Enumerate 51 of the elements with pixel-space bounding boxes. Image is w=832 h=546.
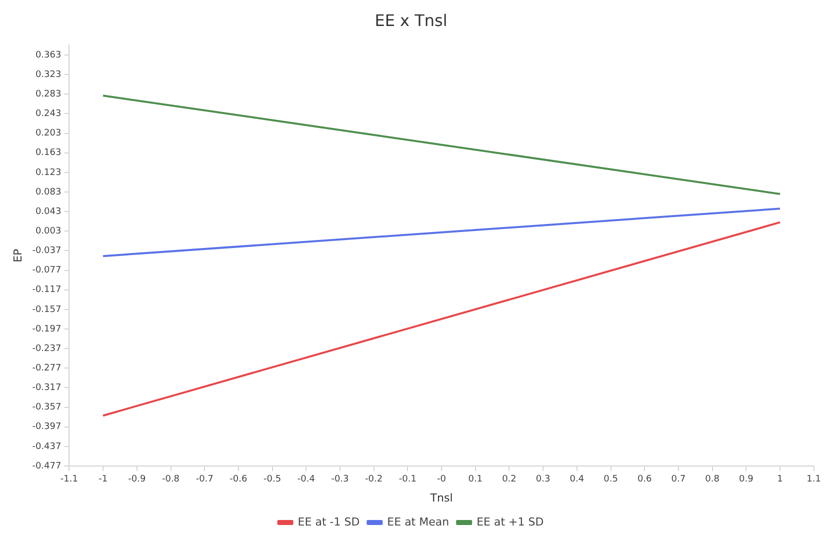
x-tick-label: 1.1 <box>806 474 822 485</box>
x-tick-label: -0 <box>437 474 446 485</box>
y-tick-label: -0.277 <box>32 363 62 374</box>
legend-label: EE at Mean <box>387 515 450 528</box>
x-tick-label: -0.8 <box>162 474 180 485</box>
y-tick-label: -0.197 <box>32 324 62 334</box>
x-tick-label: 0.8 <box>705 474 720 485</box>
x-tick-label: 0.4 <box>570 474 584 485</box>
legend-label: EE at -1 SD <box>298 515 360 528</box>
x-tick-label: 0.5 <box>604 474 618 485</box>
x-tick-label: -1.1 <box>60 474 78 485</box>
x-tick-label: -0.6 <box>230 474 248 485</box>
x-tick-label: 0.2 <box>502 474 516 485</box>
y-tick-label: -0.157 <box>32 304 62 315</box>
x-tick-label: 0.3 <box>536 474 550 485</box>
y-tick-label: 0.363 <box>35 50 62 60</box>
y-tick-label: -0.437 <box>32 442 62 452</box>
x-tick-label: 1 <box>777 474 783 485</box>
x-tick-label: -0.9 <box>128 474 146 485</box>
y-tick-label: 0.203 <box>35 128 62 139</box>
y-tick-label: -0.077 <box>32 266 62 276</box>
x-tick-label: -0.5 <box>264 474 282 485</box>
y-tick-label: -0.477 <box>32 461 62 472</box>
y-tick-label: 0.163 <box>35 148 62 158</box>
y-tick-label: 0.043 <box>35 206 62 217</box>
y-tick-label: -0.317 <box>32 383 62 394</box>
legend-label: EE at +1 SD <box>476 515 544 528</box>
y-tick-label: -0.037 <box>32 246 62 256</box>
y-tick-label: 0.083 <box>35 187 62 198</box>
y-tick-label: -0.117 <box>32 285 62 296</box>
y-axis-title: EP <box>11 248 24 262</box>
chart-title: EE x Tnsl <box>374 10 448 30</box>
x-tick-label: 0.9 <box>738 474 754 485</box>
y-tick-label: 0.123 <box>35 168 62 178</box>
x-tick-label: 0.6 <box>637 474 652 485</box>
x-tick-label: 0.1 <box>468 474 483 485</box>
x-tick-label: 0.7 <box>671 474 686 485</box>
y-tick-label: 0.283 <box>35 89 62 100</box>
x-tick-label: -0.2 <box>365 474 383 485</box>
y-tick-label: -0.397 <box>32 422 62 432</box>
x-tick-label: -0.3 <box>331 474 349 485</box>
y-tick-label: -0.237 <box>32 344 62 354</box>
x-axis-title: Tnsl <box>429 491 453 504</box>
y-tick-label: -0.357 <box>32 402 62 413</box>
x-tick-label: -0.7 <box>196 474 214 485</box>
x-tick-label: -0.4 <box>297 474 316 485</box>
y-tick-label: 0.003 <box>35 226 62 236</box>
x-tick-label: -1 <box>98 474 108 485</box>
y-tick-label: 0.243 <box>35 109 62 120</box>
x-tick-label: -0.1 <box>398 474 416 485</box>
y-tick-label: 0.323 <box>35 70 62 80</box>
